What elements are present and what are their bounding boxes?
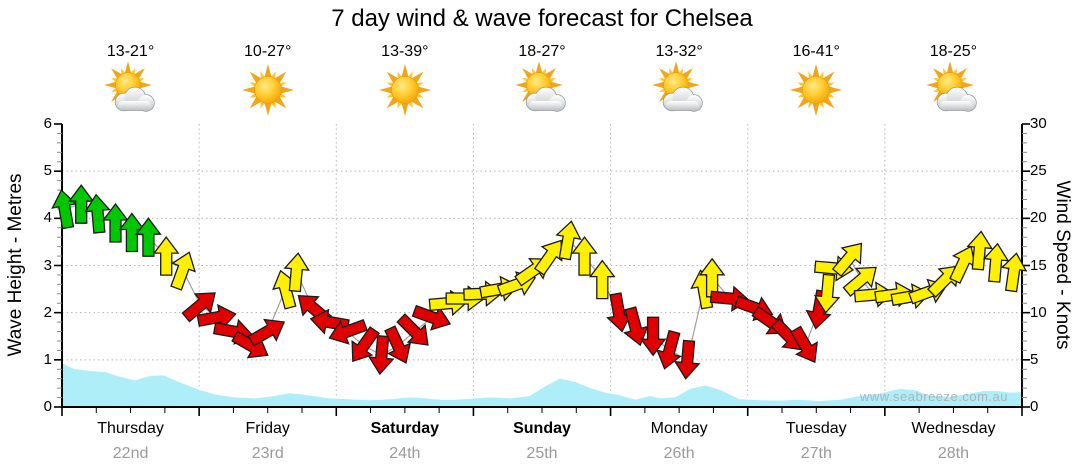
wind-arrow <box>831 242 863 278</box>
wind-arrow <box>396 313 429 346</box>
day-name-label: Sunday <box>513 420 571 437</box>
wind-arrow <box>84 193 111 234</box>
wind-arrow <box>170 251 197 291</box>
wind-arrow <box>656 329 682 370</box>
day-name-label: Saturday <box>370 420 440 437</box>
sun-cloud-icon <box>103 61 159 118</box>
watermark: www.seabreeze.com.au <box>859 389 1008 404</box>
wind-arrow <box>181 292 216 323</box>
wind-arrow <box>623 306 649 347</box>
wind-arrow <box>571 236 598 276</box>
right-axis-tick-label: 20 <box>1030 209 1047 227</box>
wind-arrow <box>368 334 395 376</box>
temp-label: 18-27° <box>518 43 566 60</box>
temp-label: 16-41° <box>792 43 840 60</box>
wind-arrow <box>1000 252 1028 293</box>
wind-arrow <box>966 230 993 271</box>
sun-cloud-icon <box>925 61 981 118</box>
wind-arrow <box>555 220 582 261</box>
wind-arrow <box>283 252 310 293</box>
wind-arrow <box>351 326 381 363</box>
sun-cloud-icon <box>514 61 570 118</box>
wind-arrow <box>135 217 162 257</box>
temp-label: 13-39° <box>381 43 429 60</box>
day-date-label: 22nd <box>112 445 149 462</box>
wind-arrow <box>384 325 412 364</box>
wave-area <box>62 362 1022 407</box>
day-date-label: 26th <box>663 445 695 462</box>
left-axis-tick-label: 4 <box>43 209 52 227</box>
day-date-label: 27th <box>800 445 832 462</box>
day-date-label: 23rd <box>251 445 284 462</box>
right-axis-tick-label: 5 <box>1030 350 1039 368</box>
right-axis-tick-label: 10 <box>1030 303 1047 321</box>
wind-arrow <box>247 318 286 347</box>
wind-arrow <box>982 242 1010 283</box>
day-name-label: Monday <box>650 420 708 437</box>
temp-label: 13-32° <box>655 43 703 60</box>
wind-arrow <box>152 236 180 276</box>
left-axis-tick-label: 0 <box>43 398 52 415</box>
right-axis-tick-label: 25 <box>1030 162 1047 180</box>
sun-cloud-icon <box>651 61 707 118</box>
day-name-label: Thursday <box>97 420 164 437</box>
wind-arrow <box>533 239 563 276</box>
wave-line <box>61 361 1023 402</box>
wind-arrow <box>639 316 667 357</box>
day-date-label: 24th <box>389 445 421 462</box>
sun-icon <box>240 62 296 118</box>
sun-icon <box>788 62 844 118</box>
temp-label: 18-25° <box>929 43 978 60</box>
right-axis-tick-label: 15 <box>1030 256 1047 274</box>
left-axis-tick-label: 5 <box>43 162 52 180</box>
sun-icon <box>377 62 433 118</box>
wind-arrow <box>588 259 616 300</box>
wind-arrow <box>926 265 960 298</box>
day-name-label: Wednesday <box>911 420 996 437</box>
day-name-label: Friday <box>245 420 290 437</box>
day-name-label: Tuesday <box>785 420 847 437</box>
wind-arrow <box>813 273 841 314</box>
left-axis-tick-label: 2 <box>43 303 52 321</box>
temp-label: 13-21° <box>106 43 155 60</box>
day-date-label: 28th <box>937 445 969 462</box>
right-axis-tick-label: 0 <box>1030 398 1039 415</box>
temp-label: 10-27° <box>244 43 292 60</box>
wind-arrow <box>842 266 877 297</box>
left-axis-tick-label: 6 <box>43 115 52 132</box>
right-axis-tick-label: 30 <box>1030 115 1047 132</box>
wind-arrow <box>328 319 368 345</box>
left-axis-tick-label: 3 <box>43 256 52 274</box>
page-title: 7 day wind & wave forecast for Chelsea <box>331 5 753 32</box>
day-date-label: 25th <box>526 445 558 462</box>
wind-arrow <box>790 325 818 364</box>
wind-arrow <box>673 339 701 380</box>
left-axis-tick-label: 1 <box>43 350 52 368</box>
